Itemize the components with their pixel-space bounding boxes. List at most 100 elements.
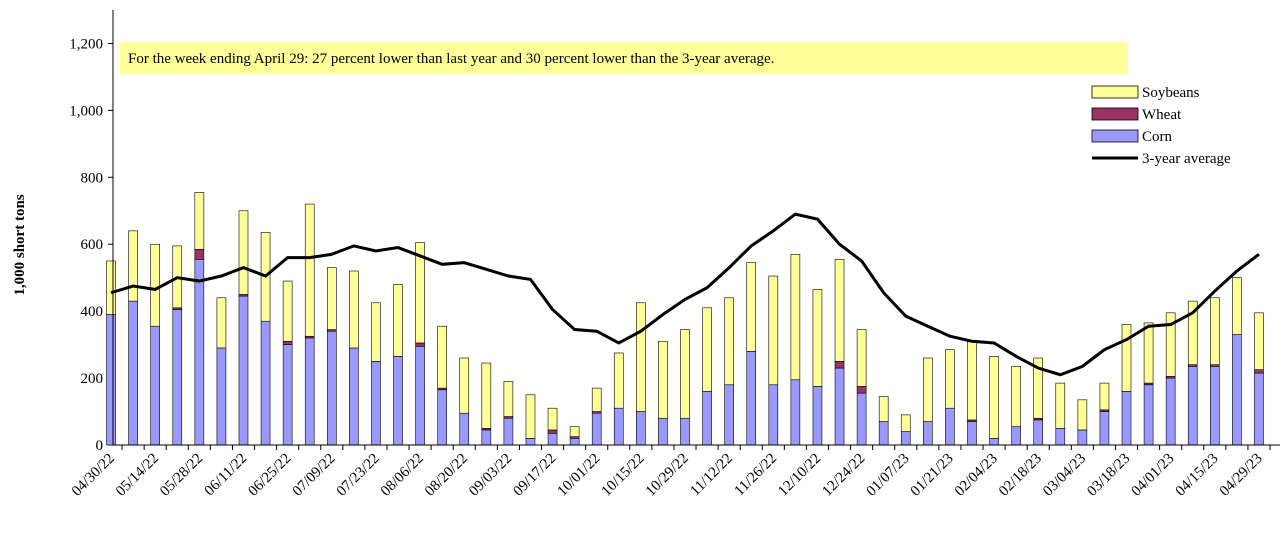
- bar-segment: [415, 342, 425, 347]
- bar-segment: [746, 351, 757, 446]
- bar-segment: [349, 270, 359, 349]
- x-tick-label: 11/12/22: [687, 451, 736, 500]
- bar-segment: [680, 417, 690, 446]
- bar-segment: [768, 275, 779, 386]
- x-tick-label: 07/23/22: [334, 451, 383, 500]
- bar-segment: [613, 352, 624, 409]
- bar-segment: [1055, 427, 1066, 446]
- x-tick-label: 06/25/22: [245, 451, 294, 500]
- legend-label: Soybeans: [1142, 85, 1200, 101]
- bar-segment: [1254, 372, 1264, 446]
- x-tick-label: 04/29/23: [1217, 451, 1266, 500]
- bar-segment: [702, 307, 712, 392]
- bar-segment: [658, 417, 668, 446]
- y-tick-label: 1,000: [69, 103, 103, 119]
- bar-segment: [503, 417, 514, 446]
- y-tick-label: 1,200: [69, 36, 103, 52]
- bar-segment: [437, 389, 447, 446]
- x-tick-label: 04/15/23: [1173, 451, 1222, 500]
- bar-segment: [194, 258, 205, 446]
- bar-segment: [547, 432, 558, 446]
- bar-segment: [437, 325, 447, 389]
- bar-segment: [481, 429, 492, 446]
- bar-segment: [459, 357, 470, 414]
- bar-segment: [878, 396, 889, 422]
- bar-segment: [724, 297, 734, 386]
- bar-segment: [967, 340, 977, 421]
- bar-segment: [1187, 366, 1198, 446]
- bar-segment: [812, 289, 823, 387]
- bar-segment: [1165, 377, 1176, 446]
- bar-segment: [1232, 334, 1242, 446]
- bar-segment: [812, 386, 823, 446]
- bar-segment: [878, 421, 889, 446]
- bar-segment: [371, 302, 381, 362]
- bar-segment: [525, 438, 536, 446]
- bar-segment: [746, 262, 757, 352]
- bar-segment: [702, 391, 712, 446]
- x-tick-label: 05/14/22: [113, 451, 162, 500]
- bar-segment: [282, 280, 293, 342]
- bar-segment: [547, 429, 558, 434]
- bar-segment: [1011, 366, 1021, 427]
- annotation-box: [120, 42, 1128, 74]
- bar-segment: [260, 320, 271, 446]
- bar-segment: [569, 438, 580, 446]
- bar-segment: [503, 381, 514, 417]
- x-tick-label: 10/01/22: [554, 451, 603, 500]
- bar-segment: [150, 243, 160, 327]
- bar-segment: [680, 329, 690, 419]
- bar-segment: [1033, 357, 1044, 419]
- bar-segment: [569, 426, 580, 437]
- x-tick-label: 03/04/23: [1040, 451, 1089, 500]
- bar-segment: [282, 344, 293, 446]
- x-tick-label: 11/26/22: [731, 451, 780, 500]
- bar-segment: [900, 414, 911, 432]
- legend-swatch: [1091, 107, 1139, 121]
- bar-segment: [459, 412, 470, 446]
- bar-segment: [856, 386, 867, 394]
- y-tick-label: 200: [81, 371, 104, 387]
- bar-segment: [834, 361, 845, 369]
- bar-segment: [1121, 391, 1132, 446]
- bar-segment: [304, 203, 315, 337]
- bar-segment: [106, 314, 116, 446]
- x-tick-label: 04/30/22: [69, 451, 118, 500]
- bar-segment: [172, 309, 183, 446]
- y-axis-title: 1,000 short tons: [12, 194, 28, 295]
- line: [110, 212, 1260, 377]
- bar-segment: [415, 345, 425, 446]
- bar-segment: [216, 297, 227, 349]
- bar-segment: [989, 356, 999, 439]
- bar-segment: [1099, 382, 1110, 411]
- bar-segment: [128, 300, 138, 446]
- bar-segment: [194, 192, 205, 250]
- legend-label: Corn: [1142, 129, 1173, 145]
- bar-segment: [1055, 382, 1066, 429]
- x-tick-label: 10/15/22: [599, 451, 648, 500]
- bar-segment: [1077, 399, 1088, 431]
- bar-segment: [216, 347, 227, 446]
- bar-segment: [900, 431, 911, 446]
- bar-segment: [834, 258, 845, 362]
- x-tick-label: 08/06/22: [378, 451, 427, 500]
- bar-segment: [923, 357, 933, 422]
- bar-segment: [1033, 419, 1044, 446]
- bar-segment: [1254, 369, 1264, 374]
- bar-segment: [525, 394, 536, 439]
- bar-segment: [481, 362, 492, 429]
- bar-segment: [591, 387, 602, 412]
- y-tick-label: 0: [96, 438, 104, 454]
- bar-segment: [945, 349, 955, 409]
- bar-segment: [1143, 384, 1154, 446]
- y-tick-label: 600: [81, 237, 104, 253]
- bar-segment: [393, 284, 403, 357]
- bar-segment: [1187, 300, 1198, 365]
- y-tick-label: 400: [81, 304, 104, 320]
- bar-segment: [238, 295, 249, 446]
- bar-segment: [415, 242, 425, 344]
- bar-segment: [1011, 426, 1021, 446]
- legend-swatch: [1091, 85, 1139, 99]
- bar-segment: [856, 329, 867, 387]
- bar-segment: [349, 347, 359, 446]
